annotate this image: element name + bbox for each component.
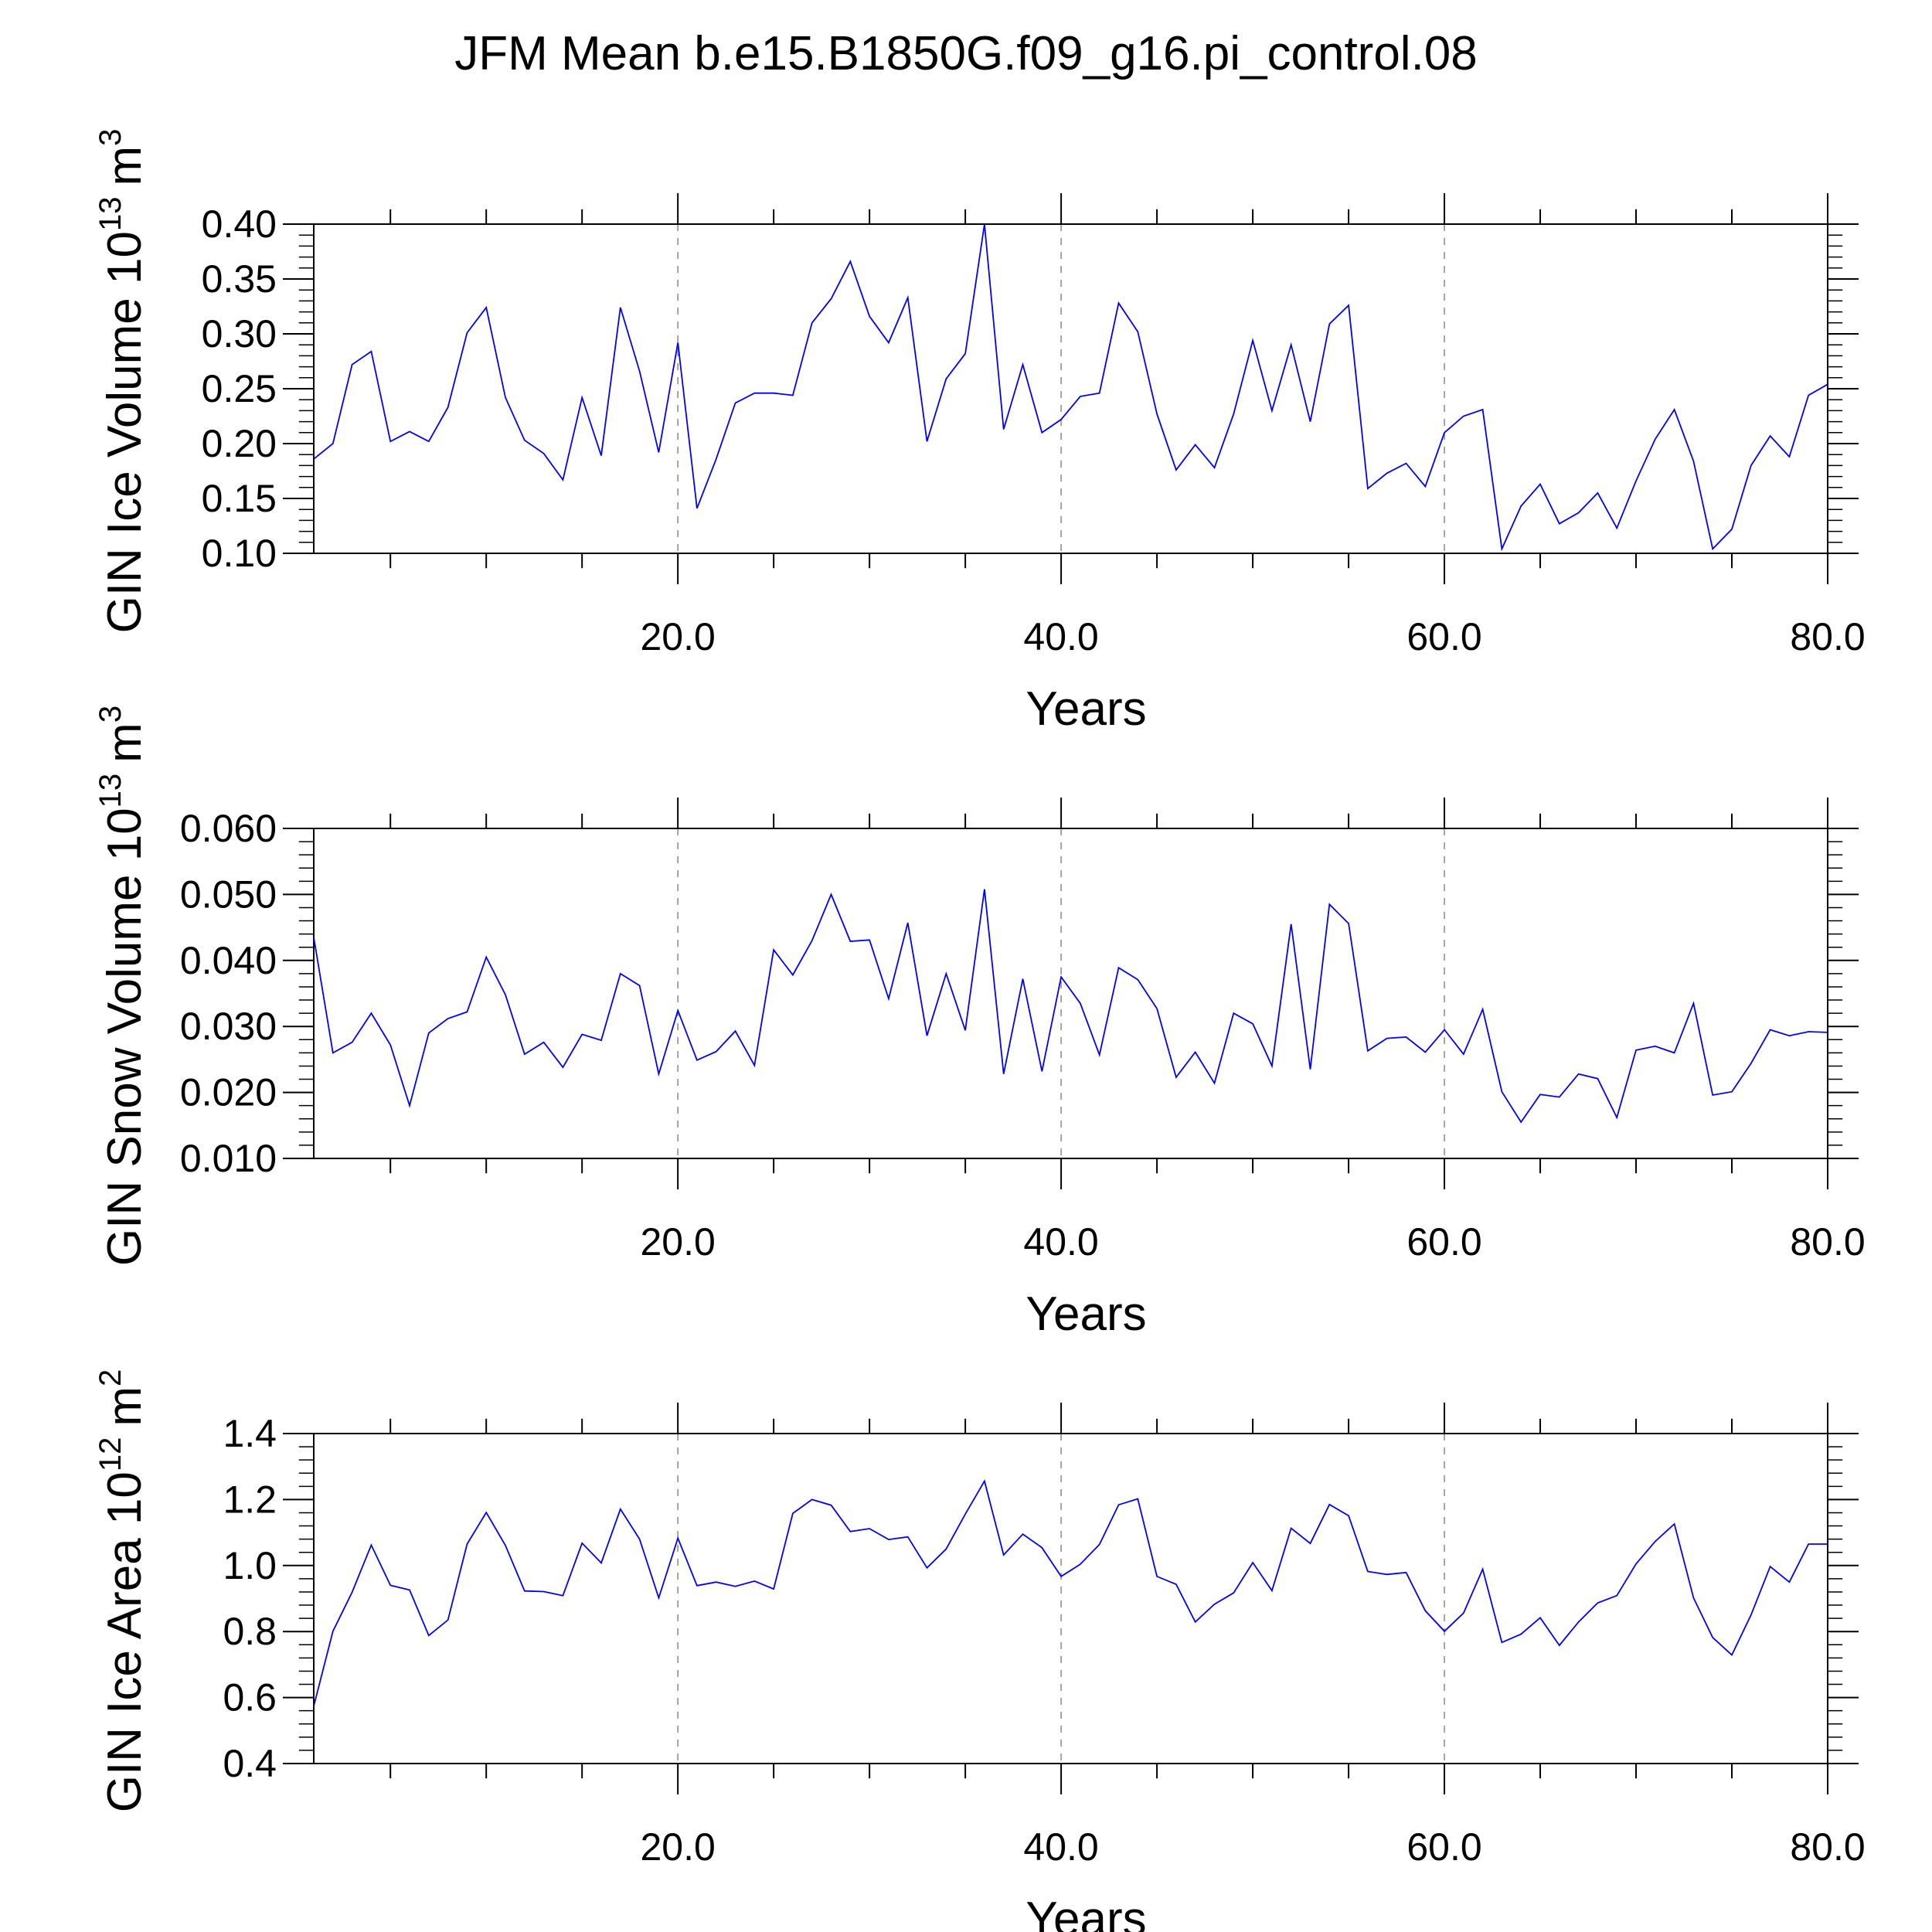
- y-tick-label: 0.060: [180, 807, 277, 850]
- y-axis-label-text: GIN Ice Volume 10: [98, 231, 151, 633]
- y-tick-label: 0.25: [202, 367, 277, 410]
- y-tick-label: 0.020: [180, 1071, 277, 1114]
- y-axis-label-text: GIN Snow Volume 10: [98, 808, 151, 1266]
- x-tick-label: 60.0: [1406, 1220, 1481, 1264]
- x-axis-label: Years: [1026, 682, 1146, 736]
- y-axis-label-unit-exponent: 2: [94, 1369, 128, 1386]
- panel-snow-volume: 20.0 40.0 60.0 80.0 0.010 0.020 0.030 0.040 0.05…: [94, 706, 1866, 1341]
- y-tick-label: 0.10: [202, 532, 277, 575]
- panel-ice-area: 20.0 40.0 60.0 80.0 0.4 0.6 0.8 1.0 1.2 1.4 Years G…: [94, 1369, 1866, 1932]
- y-axis-label: GIN Ice Volume 1013 m3: [94, 129, 151, 634]
- x-tick-label: 20.0: [640, 1825, 715, 1869]
- x-tick-label: 40.0: [1023, 1220, 1098, 1264]
- x-tick-label: 60.0: [1406, 615, 1481, 658]
- series-line: [313, 889, 1828, 1124]
- figure-title: JFM Mean b.e15.B1850G.f09_g16.pi_control…: [454, 27, 1478, 80]
- y-tick-label: 0.040: [180, 939, 277, 982]
- plot-frame: [313, 1433, 1828, 1764]
- y-axis-label-exponent: 12: [94, 1437, 128, 1472]
- y-axis-label-exponent: 13: [94, 197, 128, 232]
- x-tick-label: 40.0: [1023, 1825, 1098, 1869]
- y-tick-label: 0.4: [223, 1742, 277, 1785]
- y-tick-label: 0.20: [202, 422, 277, 465]
- y-tick-label: 0.6: [223, 1676, 277, 1719]
- x-axis-label: Years: [1026, 1893, 1146, 1932]
- y-tick-label: 1.4: [223, 1412, 277, 1455]
- y-axis-label-unit: m: [98, 146, 151, 186]
- x-tick-label: 80.0: [1790, 1220, 1865, 1264]
- y-tick-label: 0.010: [180, 1137, 277, 1180]
- y-axis-label-unit: m: [98, 723, 151, 763]
- series-line: [313, 223, 1828, 552]
- y-tick-label: 1.2: [223, 1478, 277, 1521]
- y-tick-label: 0.8: [223, 1610, 277, 1653]
- y-axis-label-unit: m: [98, 1386, 151, 1427]
- y-tick-label: 0.40: [202, 202, 277, 246]
- series-line: [313, 1479, 1828, 1706]
- y-tick-label: 0.35: [202, 257, 277, 301]
- plot-frame: [313, 828, 1828, 1159]
- y-tick-label: 0.050: [180, 872, 277, 916]
- y-axis-label-text: GIN Ice Area 10: [98, 1471, 151, 1812]
- x-tick-label: 80.0: [1790, 1825, 1865, 1869]
- x-tick-label: 20.0: [640, 1220, 715, 1264]
- x-tick-label: 60.0: [1406, 1825, 1481, 1869]
- y-tick-label: 1.0: [223, 1544, 277, 1587]
- y-axis-label: GIN Ice Area 1012 m2: [94, 1369, 151, 1813]
- y-axis-label-unit-exponent: 3: [94, 706, 128, 723]
- y-axis-label-exponent: 13: [94, 774, 128, 808]
- y-tick-label: 0.30: [202, 312, 277, 355]
- plot-frame: [313, 223, 1828, 554]
- y-tick-label: 0.15: [202, 477, 277, 520]
- panel-ice-volume: 20.0 40.0 60.0 80.0 0.10 0.15 0.20 0.25 0.30 0.35…: [94, 129, 1866, 736]
- y-axis-label: GIN Snow Volume 1013 m3: [94, 706, 151, 1266]
- y-axis-label-unit-exponent: 3: [94, 129, 128, 146]
- x-tick-label: 40.0: [1023, 615, 1098, 658]
- y-tick-label: 0.030: [180, 1005, 277, 1048]
- x-axis-label: Years: [1026, 1287, 1146, 1341]
- x-tick-label: 20.0: [640, 615, 715, 658]
- x-tick-label: 80.0: [1790, 615, 1865, 658]
